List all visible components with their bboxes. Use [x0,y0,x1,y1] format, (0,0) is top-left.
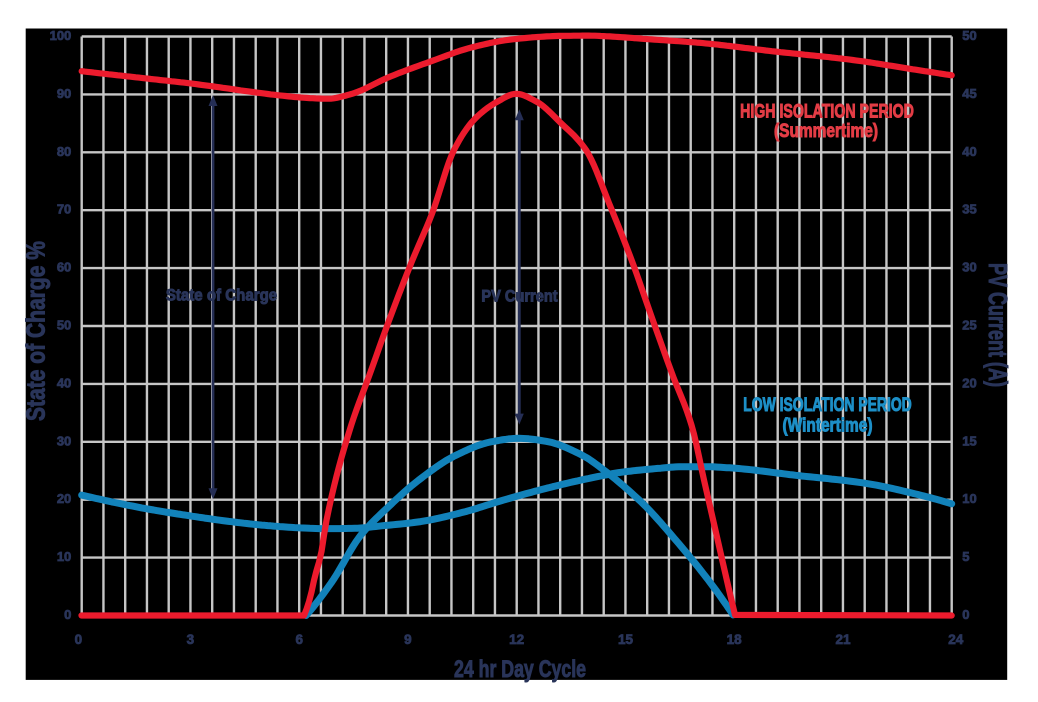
svg-text:50: 50 [962,28,976,43]
svg-text:5: 5 [962,549,969,564]
svg-text:30: 30 [57,433,71,448]
svg-text:3: 3 [187,632,195,647]
svg-text:15: 15 [618,632,634,647]
svg-text:40: 40 [57,375,71,390]
svg-text:60: 60 [57,260,71,275]
svg-text:18: 18 [727,632,743,647]
svg-text:90: 90 [57,86,71,101]
svg-text:0: 0 [962,607,969,622]
svg-text:50: 50 [57,318,71,333]
svg-text:45: 45 [962,86,976,101]
svg-text:30: 30 [962,260,976,275]
svg-text:21: 21 [835,632,851,647]
svg-text:24 hr Day Cycle: 24 hr Day Cycle [454,656,586,683]
svg-text:24: 24 [948,632,964,647]
svg-text:HIGH ISOLATION PERIOD: HIGH ISOLATION PERIOD [740,102,914,123]
svg-text:9: 9 [404,632,412,647]
svg-text:80: 80 [57,144,71,159]
svg-text:20: 20 [57,491,71,506]
svg-text:70: 70 [57,202,71,217]
svg-text:15: 15 [962,433,976,448]
svg-text:20: 20 [962,375,976,390]
svg-text:10: 10 [962,491,976,506]
svg-text:State of Charge: State of Charge [166,285,277,304]
svg-text:12: 12 [509,632,524,647]
svg-text:(Wintertime): (Wintertime) [783,415,873,436]
svg-text:PV Current (A): PV Current (A) [983,263,1013,387]
svg-text:25: 25 [962,318,976,333]
svg-text:0: 0 [75,632,83,647]
svg-text:35: 35 [962,202,976,217]
svg-text:40: 40 [962,144,976,159]
svg-text:10: 10 [57,549,71,564]
svg-text:State of Charge %: State of Charge % [21,241,51,421]
svg-text:LOW ISOLATION PERIOD: LOW ISOLATION PERIOD [743,395,912,416]
svg-text:PV Current: PV Current [481,286,558,305]
svg-text:100: 100 [50,28,72,43]
svg-text:6: 6 [295,632,303,647]
svg-text:0: 0 [64,607,71,622]
svg-text:(Summertime): (Summertime) [774,121,878,142]
